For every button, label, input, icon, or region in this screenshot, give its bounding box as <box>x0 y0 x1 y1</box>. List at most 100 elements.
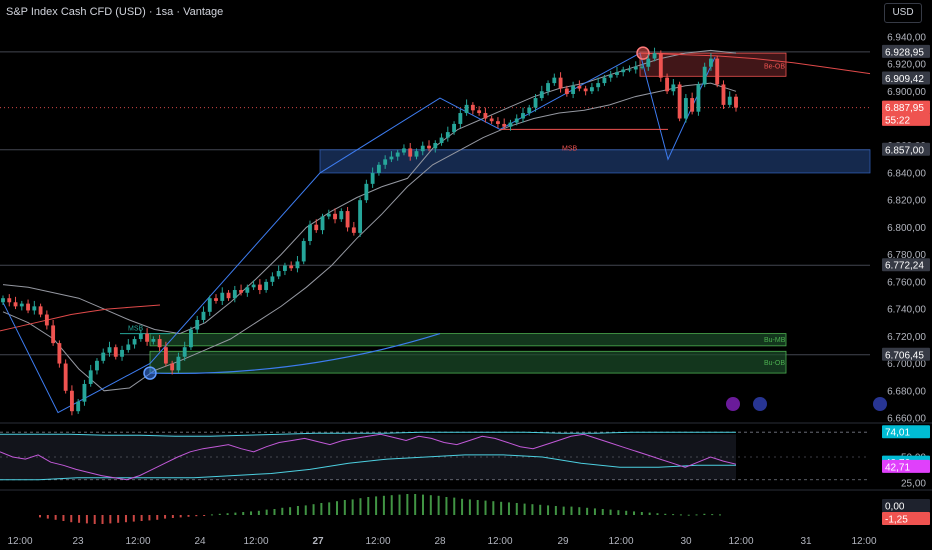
candle-body <box>295 261 300 269</box>
candle-body <box>583 88 588 92</box>
annotation-label: Bu-MB <box>764 337 786 344</box>
candle-body <box>376 164 381 173</box>
momentum-bar <box>203 515 206 516</box>
momentum-bar <box>265 509 268 515</box>
candle-body <box>608 74 613 78</box>
momentum-bar <box>234 512 237 515</box>
price-tag-label: 6.909,42 <box>885 74 924 85</box>
price-tag-bg <box>882 142 930 156</box>
candle-body <box>358 200 363 233</box>
candle-body <box>333 213 337 220</box>
candle-body <box>671 84 676 92</box>
candle-body <box>101 352 106 361</box>
momentum-bar <box>117 515 120 523</box>
pivot-marker <box>636 46 650 60</box>
x-tick-label: 12:00 <box>125 536 150 547</box>
momentum-bar <box>171 515 174 518</box>
candle-body <box>709 58 713 67</box>
rsi-band-lower <box>0 454 736 481</box>
y-tick-label: 6.660,00 <box>887 414 926 425</box>
rsi-band-upper <box>0 431 736 437</box>
candle-body <box>19 303 24 307</box>
price-tag-label: 6.887,95 <box>885 103 924 114</box>
price-tag-bg <box>882 100 930 114</box>
candle-body <box>665 77 670 92</box>
momentum-bar <box>547 505 550 515</box>
curve-line <box>149 333 441 374</box>
x-tick-label: 27 <box>312 536 324 547</box>
candle-body <box>552 77 557 84</box>
momentum-bar <box>218 513 221 515</box>
momentum-bar <box>54 515 57 520</box>
candle-body <box>201 311 206 320</box>
y-tick-label: 6.760,00 <box>887 277 926 288</box>
price-tag-label: 42,71 <box>885 462 910 473</box>
candle-body <box>489 118 494 122</box>
candle-body <box>82 383 87 402</box>
momentum-bar <box>273 509 276 515</box>
currency-button[interactable]: USD <box>884 3 922 23</box>
momentum-bar <box>578 507 581 515</box>
momentum-bar <box>46 515 49 519</box>
candle-body <box>433 142 438 149</box>
momentum-bar <box>164 515 167 519</box>
momentum-bar <box>507 502 510 515</box>
candle-body <box>627 69 632 71</box>
candle-body <box>189 329 193 348</box>
annotation-label: MSB <box>562 145 578 152</box>
momentum-bar <box>531 504 534 515</box>
candle-body <box>308 224 312 242</box>
momentum-bar <box>242 512 245 515</box>
momentum-bar <box>382 495 385 515</box>
momentum-bar <box>210 514 213 516</box>
candle-body <box>539 91 544 99</box>
candle-body <box>32 306 37 311</box>
candle-body <box>683 98 688 119</box>
candle-body <box>527 107 532 114</box>
candle-body <box>658 53 663 78</box>
momentum-bar <box>367 497 370 515</box>
candle-body <box>477 110 482 114</box>
momentum-bar <box>570 506 573 515</box>
candle-body <box>13 302 18 307</box>
candle-body <box>214 298 218 301</box>
momentum-bar <box>679 514 682 516</box>
y-tick-label: 6.920,00 <box>887 60 926 71</box>
candle-body <box>445 132 450 138</box>
candle-body <box>395 152 400 157</box>
candle-body <box>113 347 118 357</box>
momentum-bar <box>562 506 565 515</box>
candle-body <box>389 156 394 160</box>
momentum-bar <box>148 515 151 521</box>
candle-body <box>126 344 131 350</box>
candle-body <box>420 145 425 152</box>
momentum-bar <box>586 507 589 515</box>
candle-body <box>51 325 56 344</box>
price-tag-label: 74,01 <box>885 428 910 439</box>
candle-body <box>470 104 475 111</box>
momentum-bar <box>390 495 393 515</box>
momentum-bar <box>156 515 159 520</box>
candle-body <box>57 343 62 364</box>
candle-body <box>571 85 576 94</box>
candle-body <box>264 281 269 291</box>
candle-body <box>370 172 375 184</box>
x-tick-label: 30 <box>680 536 692 547</box>
candle-body <box>621 69 626 73</box>
candle-body <box>690 98 695 112</box>
candle-body <box>345 211 350 228</box>
candle-body <box>521 113 525 119</box>
momentum-bar <box>351 499 354 515</box>
y-tick-label: 6.780,00 <box>887 250 926 261</box>
momentum-bar <box>609 509 612 515</box>
candle-body <box>220 292 225 301</box>
candle-body <box>558 77 563 89</box>
momentum-bar <box>70 515 73 523</box>
annotation-label: MSB <box>128 326 144 333</box>
candle-body <box>245 287 250 293</box>
candle-body <box>577 85 582 89</box>
price-tag-bg <box>882 425 930 439</box>
y-tick-label: 6.840,00 <box>887 168 926 179</box>
candle-body <box>514 118 519 123</box>
momentum-bar <box>336 501 339 515</box>
